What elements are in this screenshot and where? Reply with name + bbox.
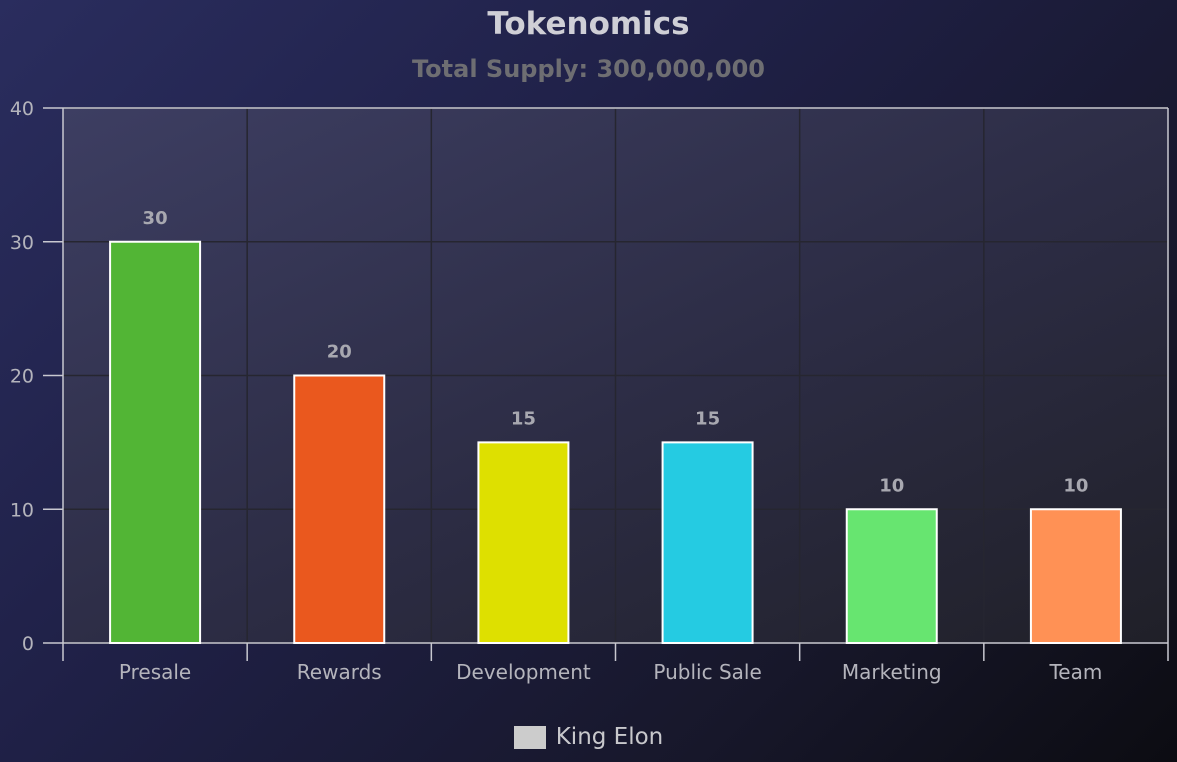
x-tick-label: Team — [1048, 660, 1102, 684]
x-tick-label: Public Sale — [653, 660, 761, 684]
y-tick-label: 30 — [10, 232, 34, 254]
x-tick-label: Development — [456, 660, 591, 684]
chart-subtitle: Total Supply: 300,000,000 — [411, 55, 765, 83]
bar-team[interactable] — [1029, 508, 1122, 644]
chart-legend[interactable]: King Elon — [0, 724, 1177, 750]
legend-swatch — [513, 725, 546, 749]
data-label: 10 — [1063, 475, 1088, 496]
y-tick-label: 20 — [10, 366, 34, 388]
y-tick-label: 0 — [22, 633, 34, 655]
bar-presale[interactable] — [109, 240, 202, 644]
bar-marketing[interactable] — [845, 508, 938, 644]
x-tick-label: Marketing — [842, 660, 942, 684]
legend-label: King Elon — [555, 724, 664, 750]
data-label: 20 — [327, 342, 352, 363]
y-tick-label: 40 — [10, 98, 34, 120]
data-label: 30 — [143, 208, 168, 229]
bar-rewards[interactable] — [293, 374, 386, 644]
x-tick-label: Presale — [119, 660, 191, 684]
data-label: 10 — [879, 475, 904, 496]
bar-public-sale[interactable] — [661, 441, 754, 644]
data-label: 15 — [511, 408, 536, 429]
x-tick-label: Rewards — [297, 660, 382, 684]
bar-development[interactable] — [477, 441, 570, 644]
chart-title: Tokenomics — [487, 6, 690, 42]
data-label: 15 — [695, 408, 720, 429]
y-tick-label: 10 — [10, 499, 34, 521]
